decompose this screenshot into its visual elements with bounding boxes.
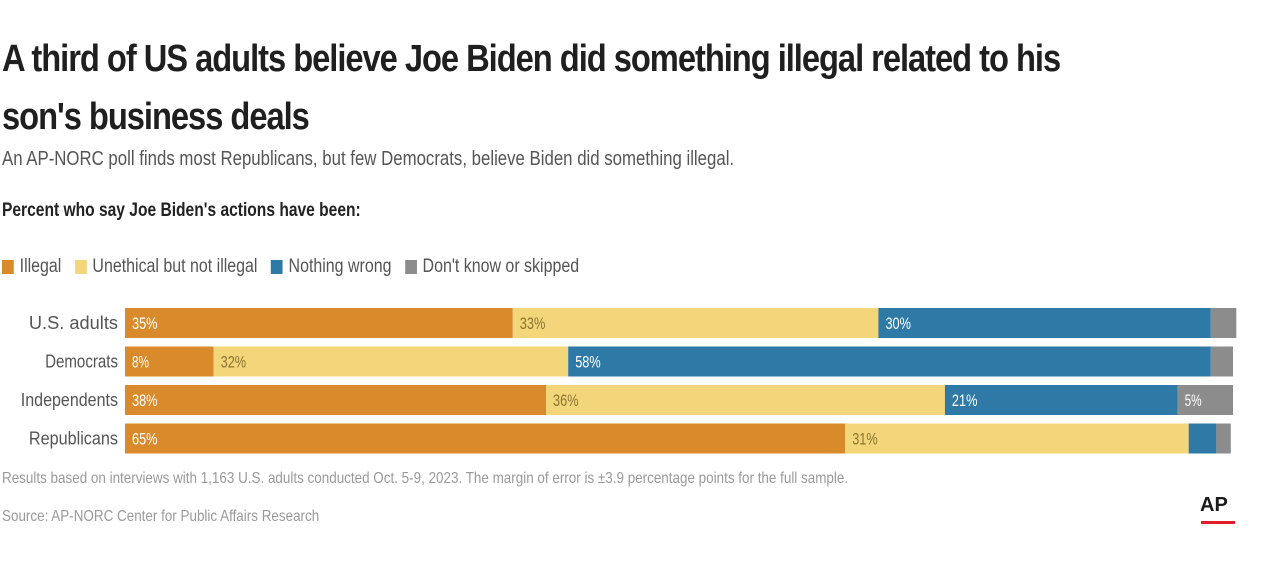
chart-title: A third of US adults believe Joe Biden d…	[2, 38, 1061, 138]
ap-logo-underline	[1201, 521, 1235, 524]
legend: Illegal Unethical but not illegal Nothin…	[2, 256, 593, 278]
data-label-3-2: 5%	[1185, 391, 1202, 410]
source-note: Source: AP-NORC Center for Public Affair…	[2, 508, 320, 525]
legend-swatch-illegal	[2, 260, 14, 274]
legend-item-nothing-wrong: Nothing wrong	[270, 256, 392, 278]
legend-label-dont-know: Don't know or skipped	[422, 256, 580, 277]
bar-segment-0-3	[125, 423, 846, 454]
bar-segment-1-3	[845, 423, 1189, 454]
bar-segment-1-1	[213, 346, 569, 377]
data-label-0-2: 38%	[132, 391, 158, 410]
data-label-1-1: 32%	[221, 353, 247, 372]
legend-label-unethical: Unethical but not illegal	[92, 256, 258, 277]
category-label-independents: Independents	[21, 390, 118, 410]
legend-swatch-dont-know	[404, 260, 417, 274]
data-label-0-1: 8%	[132, 353, 149, 372]
data-label-0-3: 65%	[132, 430, 158, 449]
bar-segment-3-2	[1177, 385, 1233, 415]
legend-label-illegal: Illegal	[19, 256, 62, 277]
category-label-republicans: Republicans	[29, 429, 118, 449]
legend-item-dont-know: Don't know or skipped	[404, 256, 580, 278]
bar-segment-3-1	[1210, 346, 1233, 377]
data-label-1-3: 31%	[852, 430, 878, 449]
legend-swatch-unethical	[74, 260, 87, 274]
bar-segment-3-3	[1216, 423, 1231, 454]
legend-swatch-nothing-wrong	[270, 260, 283, 274]
data-label-2-1: 58%	[575, 353, 601, 372]
data-label-2-2: 21%	[952, 391, 978, 410]
measure-label: Percent who say Joe Biden's actions have…	[2, 200, 361, 221]
bar-segment-2-3	[1188, 423, 1217, 454]
legend-item-unethical: Unethical but not illegal	[74, 256, 258, 278]
bar-segment-3-0	[1210, 308, 1237, 338]
legend-label-nothing-wrong: Nothing wrong	[288, 256, 392, 277]
legend-item-illegal: Illegal	[2, 256, 61, 278]
data-label-1-0: 33%	[520, 314, 546, 333]
data-label-1-2: 36%	[553, 391, 579, 410]
stacked-bar-chart: U.S. adults 35% 33% 30% Democrats 8% 32% 58% Ind…	[21, 308, 1237, 454]
bar-segment-2-0	[878, 308, 1211, 338]
bar-segment-0-2	[125, 385, 547, 415]
category-label-democrats: Democrats	[45, 352, 118, 372]
bar-segment-1-0	[512, 308, 879, 338]
chart-subtitle: An AP-NORC poll finds most Republicans, …	[2, 148, 735, 170]
ap-logo: AP	[1200, 494, 1228, 516]
methodology-note: Results based on interviews with 1,163 U…	[2, 470, 849, 487]
bar-segment-1-2	[546, 385, 945, 415]
data-label-0-0: 35%	[132, 314, 158, 333]
bar-segment-0-0	[125, 308, 513, 338]
bar-segment-0-1	[125, 346, 214, 377]
bar-segment-2-2	[944, 385, 1178, 415]
bar-segment-2-1	[568, 346, 1211, 377]
data-label-2-0: 30%	[885, 314, 911, 333]
category-label-u-s-adults: U.S. adults	[29, 313, 118, 333]
